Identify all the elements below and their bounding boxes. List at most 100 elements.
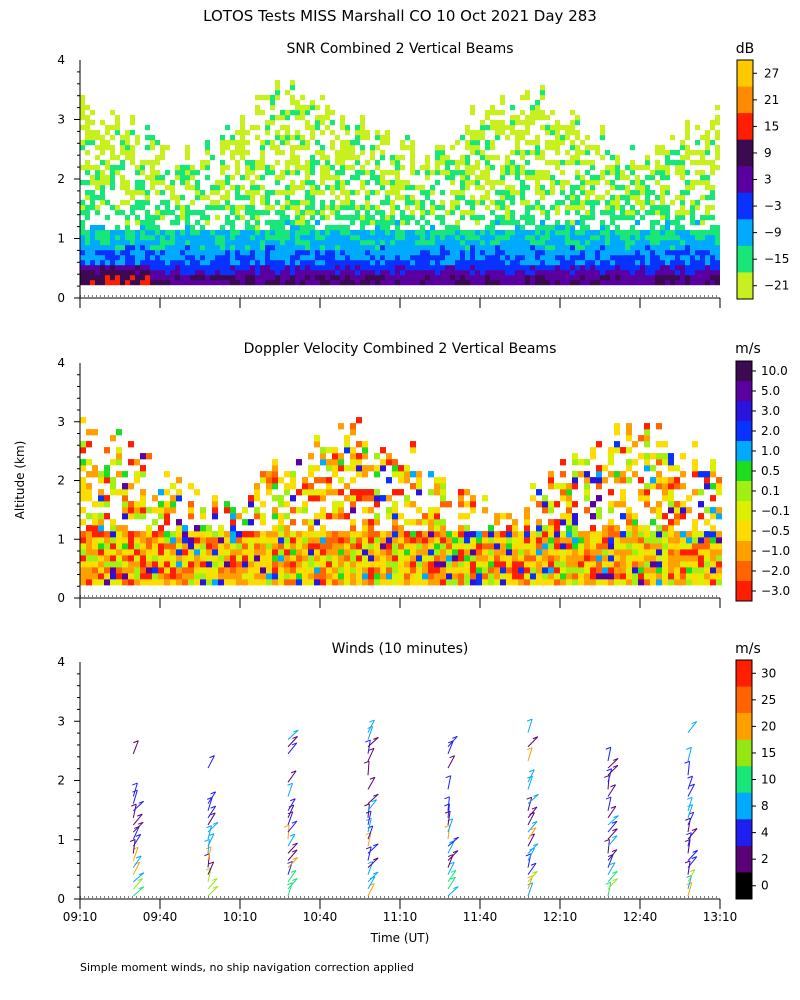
doppler-panel: Doppler Velocity Combined 2 Vertical Bea…	[57, 341, 790, 608]
snr-cell	[305, 179, 310, 186]
snr-cell	[210, 269, 215, 276]
doppler-cell	[428, 489, 434, 496]
snr-cell	[295, 104, 300, 111]
doppler-cell	[332, 459, 338, 466]
doppler-cell	[488, 567, 494, 574]
snr-cell	[520, 199, 525, 206]
wind-barb-feather	[292, 736, 298, 739]
snr-cell	[670, 244, 675, 251]
doppler-cell	[488, 537, 494, 544]
snr-cell	[420, 184, 425, 191]
doppler-cell	[542, 501, 548, 508]
snr-cell	[130, 239, 135, 246]
snr-cell	[105, 264, 110, 271]
doppler-cell	[578, 555, 584, 562]
snr-cell	[570, 189, 575, 196]
snr-cell	[385, 219, 390, 226]
snr-cell	[310, 99, 315, 106]
wind-barb-shaft	[687, 875, 693, 890]
snr-cell	[155, 214, 160, 221]
doppler-cell	[560, 513, 566, 520]
snr-cell	[320, 119, 325, 126]
snr-cell	[655, 259, 660, 266]
snr-cell	[695, 269, 700, 276]
doppler-cell	[548, 537, 554, 544]
doppler-cell	[638, 555, 644, 562]
snr-cell	[165, 229, 170, 236]
snr-cell	[490, 234, 495, 241]
snr-cell	[575, 159, 580, 166]
wind-barb-feather	[138, 872, 145, 876]
snr-cell	[445, 279, 450, 286]
doppler-cell	[266, 537, 272, 544]
snr-cell	[455, 254, 460, 261]
doppler-cell	[620, 567, 626, 574]
snr-cell	[410, 209, 415, 216]
doppler-cell	[704, 471, 710, 478]
snr-cell	[110, 234, 115, 241]
snr-cell	[440, 229, 445, 236]
doppler-cell	[416, 567, 422, 574]
snr-cell	[220, 224, 225, 231]
snr-cell	[255, 219, 260, 226]
snr-cell	[485, 159, 490, 166]
doppler-cell	[308, 579, 314, 586]
snr-cell	[590, 174, 595, 181]
doppler-cell	[218, 543, 224, 550]
doppler-cell	[440, 561, 446, 568]
snr-cell	[680, 144, 685, 151]
doppler-cell	[254, 537, 260, 544]
doppler-cell	[398, 579, 404, 586]
snr-cell	[150, 169, 155, 176]
snr-cell	[220, 279, 225, 286]
wind-barb-shaft	[132, 804, 137, 818]
doppler-cell	[632, 459, 638, 466]
snr-cell	[320, 199, 325, 206]
doppler-cell	[548, 525, 554, 532]
snr-cell	[555, 209, 560, 216]
wind-barb-shaft	[207, 885, 219, 897]
snr-cell	[340, 164, 345, 171]
snr-cell	[555, 144, 560, 151]
doppler-cell	[146, 561, 152, 568]
snr-cell	[500, 244, 505, 251]
snr-cell	[520, 134, 525, 141]
doppler-cell	[584, 483, 590, 490]
snr-cell	[180, 179, 185, 186]
snr-cell	[355, 189, 360, 196]
snr-cell	[370, 259, 375, 266]
doppler-cell	[266, 543, 272, 550]
doppler-cell	[584, 567, 590, 574]
snr-cell	[80, 144, 85, 151]
doppler-cell	[650, 573, 656, 580]
doppler-cell	[158, 543, 164, 550]
doppler-cell	[506, 525, 512, 532]
snr-cell	[575, 194, 580, 201]
snr-cell	[220, 149, 225, 156]
snr-cell	[305, 219, 310, 226]
doppler-cell	[140, 501, 146, 508]
snr-cell	[215, 184, 220, 191]
snr-cell	[430, 264, 435, 271]
doppler-cell	[404, 477, 410, 484]
snr-cell	[360, 279, 365, 286]
snr-cell	[200, 244, 205, 251]
snr-cell	[195, 234, 200, 241]
doppler-cell	[680, 453, 686, 460]
snr-cell	[295, 214, 300, 221]
doppler-cell	[566, 549, 572, 556]
doppler-cell	[134, 459, 140, 466]
snr-cell	[515, 249, 520, 256]
doppler-cell	[710, 531, 716, 538]
doppler-cell	[110, 567, 116, 574]
snr-cell	[365, 234, 370, 241]
snr-cell	[80, 234, 85, 241]
doppler-cell	[338, 555, 344, 562]
snr-cell	[610, 274, 615, 281]
snr-cell	[690, 184, 695, 191]
doppler-cell	[104, 579, 110, 586]
snr-cell	[245, 219, 250, 226]
snr-cell	[185, 279, 190, 286]
doppler-cell	[242, 555, 248, 562]
snr-cell	[585, 134, 590, 141]
